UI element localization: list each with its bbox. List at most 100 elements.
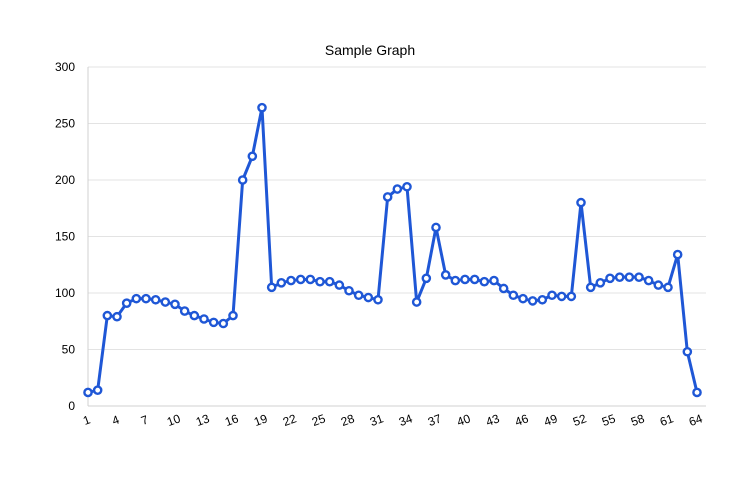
- data-point: [373, 294, 383, 305]
- data-point: [102, 310, 113, 321]
- data-point: [634, 272, 644, 282]
- data-point: [121, 298, 132, 308]
- data-point: [605, 273, 615, 284]
- data-point: [179, 306, 190, 316]
- data-point: [141, 293, 151, 304]
- x-tick-label: 1: [81, 412, 92, 428]
- data-point: [672, 249, 683, 260]
- data-point: [585, 282, 596, 293]
- x-tick-label: 34: [397, 411, 415, 429]
- data-point: [295, 274, 306, 285]
- data-point: [83, 387, 93, 398]
- data-point: [353, 290, 364, 301]
- y-tick-label: 250: [55, 117, 75, 131]
- data-point: [537, 294, 548, 305]
- data-point: [228, 310, 238, 321]
- x-tick-label: 7: [139, 412, 150, 428]
- x-tick-label: 28: [339, 411, 357, 429]
- data-point: [527, 296, 538, 306]
- data-point: [469, 274, 480, 285]
- data-point: [189, 310, 200, 321]
- data-point: [382, 192, 393, 202]
- x-tick-label: 31: [368, 411, 386, 429]
- data-point: [402, 181, 412, 192]
- data-point: [324, 276, 335, 287]
- x-tick-label: 61: [658, 411, 676, 429]
- x-axis-ticks: 1 4 7 10 13 16 19 22 25 28 31 34 37 40 43 46 49 52 55 58 61 6…: [81, 411, 705, 429]
- x-tick-label: 49: [542, 411, 560, 429]
- data-point: [508, 290, 519, 301]
- data-point: [556, 291, 567, 302]
- data-point: [421, 273, 432, 284]
- x-tick-label: 4: [110, 412, 121, 428]
- data-point: [208, 317, 219, 328]
- data-point: [315, 276, 325, 287]
- data-point: [498, 283, 509, 294]
- data-point: [653, 280, 664, 290]
- x-tick-label: 25: [310, 411, 328, 429]
- x-tick-label: 58: [629, 411, 647, 429]
- y-tick-label: 200: [55, 173, 75, 187]
- data-point: [305, 274, 316, 285]
- x-tick-label: 64: [687, 411, 705, 429]
- y-axis-ticks: 0 50 100 150 200 250 300: [55, 60, 75, 413]
- y-tick-label: 100: [55, 286, 75, 300]
- data-point: [479, 276, 490, 287]
- data-point: [614, 272, 625, 282]
- x-tick-label: 22: [281, 411, 299, 429]
- data-point: [334, 280, 345, 290]
- data-point: [682, 346, 693, 357]
- data-point: [150, 294, 161, 305]
- data-point: [199, 314, 209, 324]
- data-point: [440, 270, 451, 280]
- x-tick-label: 55: [600, 411, 618, 429]
- y-tick-label: 0: [68, 399, 75, 413]
- data-point: [392, 184, 403, 194]
- data-point: [595, 278, 606, 288]
- x-tick-label: 40: [455, 411, 473, 429]
- data-point: [131, 293, 142, 304]
- data-point: [344, 285, 354, 296]
- data-point: [460, 274, 470, 285]
- data-point: [237, 175, 248, 185]
- data-point: [363, 292, 374, 303]
- data-point: [266, 282, 277, 293]
- x-tick-label: 19: [252, 411, 270, 429]
- y-tick-label: 300: [55, 60, 75, 74]
- data-point: [663, 282, 673, 293]
- y-tick-label: 50: [62, 343, 76, 357]
- data-point: [160, 297, 171, 307]
- x-tick-label: 43: [484, 411, 502, 429]
- data-point: [566, 291, 577, 302]
- data-point: [92, 385, 103, 395]
- data-point: [692, 387, 702, 398]
- data-point: [286, 275, 296, 286]
- data-point: [170, 299, 180, 310]
- data-point: [547, 290, 557, 301]
- data-point: [257, 102, 267, 113]
- x-tick-label: 10: [165, 411, 183, 429]
- grid-layer: [87, 66, 706, 407]
- data-point: [624, 272, 635, 282]
- y-tick-label: 150: [55, 230, 75, 244]
- chart-title: Sample Graph: [325, 42, 415, 58]
- series-layer: [83, 102, 702, 398]
- data-point: [218, 318, 229, 329]
- x-tick-label: 52: [571, 411, 589, 429]
- data-point: [643, 275, 654, 286]
- data-point: [247, 151, 258, 162]
- data-point: [450, 275, 461, 286]
- data-point: [276, 278, 287, 288]
- x-tick-label: 13: [194, 411, 212, 429]
- series-line: [86, 106, 699, 394]
- x-tick-label: 46: [513, 411, 531, 429]
- data-point: [489, 275, 499, 286]
- data-point: [112, 311, 122, 322]
- x-tick-label: 16: [223, 411, 241, 429]
- data-point: [576, 197, 586, 208]
- data-point: [518, 293, 528, 304]
- x-tick-label: 37: [426, 411, 444, 429]
- data-point: [431, 222, 441, 233]
